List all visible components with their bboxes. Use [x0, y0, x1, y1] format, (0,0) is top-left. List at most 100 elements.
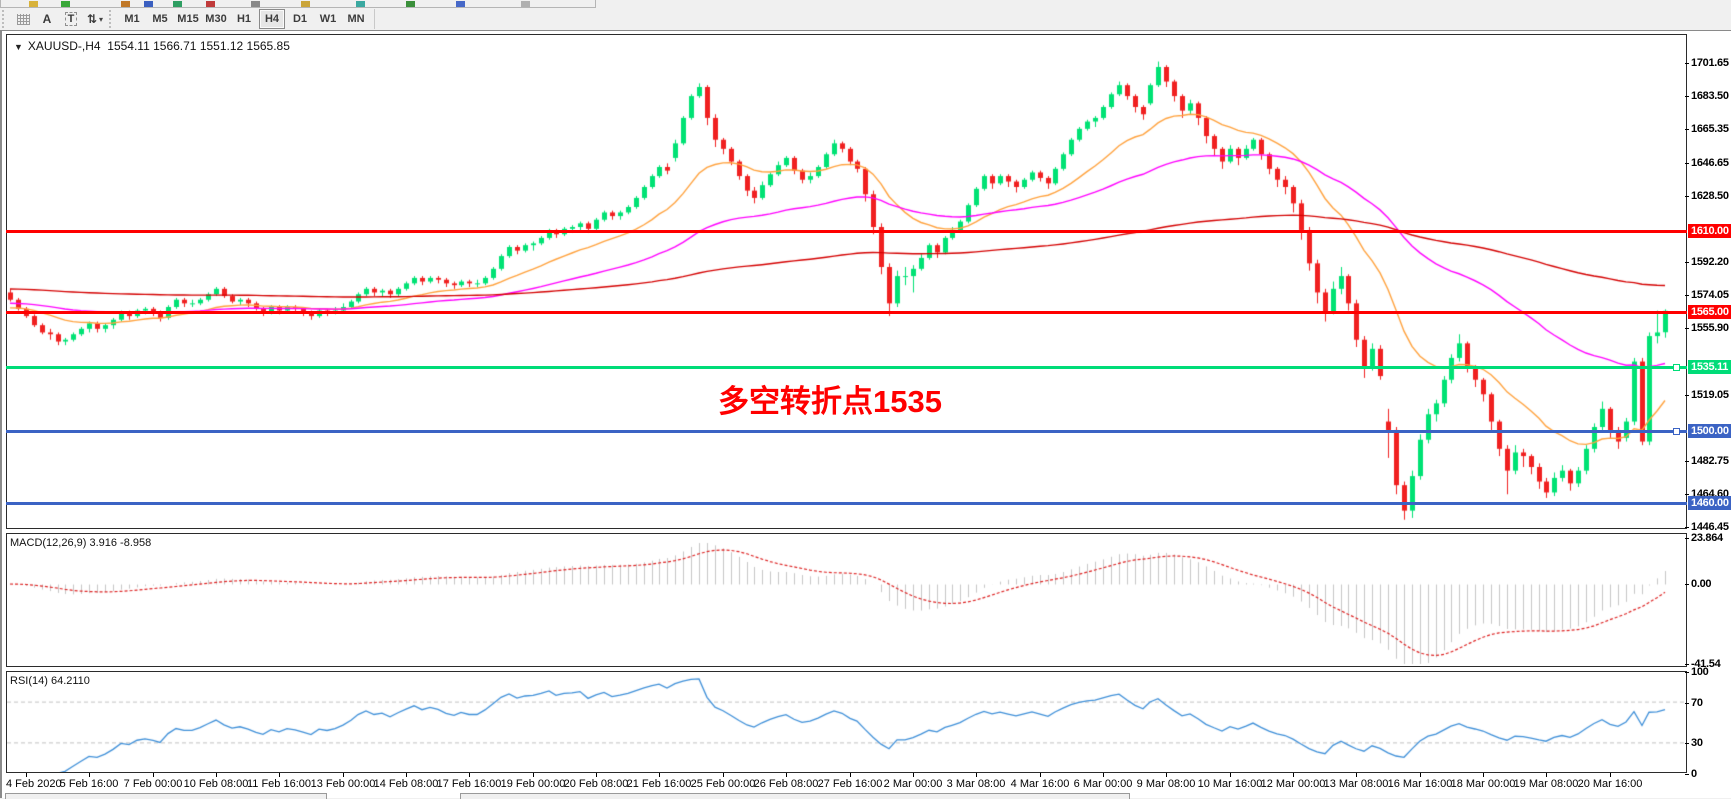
rsi-axis-tick: 100 [1685, 666, 1709, 678]
timeframe-button-w1[interactable]: W1 [319, 13, 337, 25]
toolbar-icon-fragment [251, 1, 260, 7]
time-axis-label: 18 Mar 00:00 [1450, 778, 1516, 790]
macd-canvas[interactable] [7, 534, 1686, 666]
toolbar-icon-fragment [406, 1, 415, 7]
time-axis-label: 20 Mar 16:00 [1577, 778, 1643, 790]
time-axis-label: 9 Mar 08:00 [1136, 778, 1196, 790]
time-axis-label: 12 Mar 00:00 [1260, 778, 1326, 790]
time-axis-tick [1293, 773, 1294, 777]
price-axis-tick: 1555.90 [1685, 322, 1729, 334]
timeframe-button-group: M1 M5 M15 M30 H1 H4 D1 W1 MN [118, 9, 370, 29]
text-a-icon: A [42, 12, 52, 26]
time-axis-label: 16 Mar 16:00 [1387, 778, 1453, 790]
time-axis-tick [279, 773, 280, 777]
line-drag-handle[interactable] [1673, 363, 1680, 371]
timeframe-button-m15[interactable]: M15 [177, 13, 199, 25]
time-axis-tick [1610, 773, 1611, 777]
bottom-tab[interactable] [460, 793, 1130, 799]
time-axis-label: 3 Mar 08:00 [946, 778, 1006, 790]
price-axis-tick: 1665.35 [1685, 123, 1729, 135]
time-axis-tick [913, 773, 914, 777]
drawing-and-timeframe-toolbar: A T ⇅ ▾ M1 M5 M15 M30 H1 H4 D1 W1 MN [0, 8, 1731, 30]
chart-symbol-period: XAUUSD-,H4 [27, 39, 101, 53]
timeframe-button-h1[interactable]: H1 [236, 13, 252, 25]
time-axis-label: 19 Mar 08:00 [1513, 778, 1579, 790]
timeframe-button-m30[interactable]: M30 [205, 13, 227, 25]
chart-text-annotation[interactable]: 多空转折点1535 [718, 384, 942, 419]
price-axis-tick: 1446.45 [1685, 521, 1729, 533]
rsi-canvas[interactable] [7, 672, 1686, 772]
price-axis-tick: 1628.50 [1685, 190, 1729, 202]
grid-icon [16, 13, 30, 25]
time-axis-tick [786, 773, 787, 777]
price-axis-tick: 1646.65 [1685, 157, 1729, 169]
price-axis-tick: 1519.05 [1685, 389, 1729, 401]
text-box-tool-button[interactable]: T [59, 9, 83, 29]
time-axis-tick [406, 773, 407, 777]
horizontal-line-1500.00[interactable] [6, 429, 1687, 433]
time-axis-tick [723, 773, 724, 777]
horizontal-line-1460.00[interactable] [6, 502, 1687, 506]
horizontal-line-1535.11[interactable] [6, 365, 1687, 369]
time-axis-tick [1040, 773, 1041, 777]
macd-indicator-label: MACD(12,26,9) 3.916 -8.958 [10, 537, 152, 549]
rsi-panel [6, 671, 1687, 773]
time-axis-label: 4 Feb 2020 [6, 778, 62, 790]
time-axis-tick [89, 773, 90, 777]
chart-ohlc-values: 1554.11 1566.71 1551.12 1565.85 [107, 39, 290, 53]
arrows-tool-button[interactable]: ⇅ ▾ [83, 9, 107, 29]
time-axis-label: 4 Mar 16:00 [1010, 778, 1070, 790]
price-chart-canvas[interactable] [7, 35, 1686, 528]
timeframe-button-d1[interactable]: D1 [292, 13, 308, 25]
time-axis-tick [596, 773, 597, 777]
time-axis-tick [343, 773, 344, 777]
price-line-label-1565.00: 1565.00 [1688, 305, 1731, 320]
toolbar-icon-fragment [61, 1, 70, 7]
time-axis-label: 10 Feb 08:00 [183, 778, 249, 790]
line-drag-handle[interactable] [1673, 427, 1680, 435]
time-axis-label: 7 Feb 00:00 [123, 778, 183, 790]
time-axis-label: 10 Mar 16:00 [1197, 778, 1263, 790]
chevron-down-icon: ▾ [99, 14, 104, 24]
toolbar-grip[interactable] [109, 10, 116, 28]
grid-tool-button[interactable] [11, 9, 35, 29]
timeframe-button-h4[interactable]: H4 [259, 9, 285, 29]
text-label-tool-button[interactable]: A [35, 9, 59, 29]
price-line-label-1610.00: 1610.00 [1688, 223, 1731, 238]
price-axis-tick: 1574.05 [1685, 289, 1729, 301]
toolbar-grip[interactable] [2, 10, 9, 28]
rsi-axis-tick: 30 [1685, 737, 1703, 749]
price-axis-tick: 1482.75 [1685, 455, 1729, 467]
macd-axis-tick: 23.864 [1685, 532, 1723, 544]
price-line-label-1460.00: 1460.00 [1688, 496, 1731, 511]
time-axis-tick [26, 773, 27, 777]
timeframe-button-mn[interactable]: MN [347, 13, 365, 25]
arrows-icon: ⇅ [86, 12, 98, 26]
time-axis-tick [1356, 773, 1357, 777]
time-axis-label: 13 Mar 08:00 [1323, 778, 1389, 790]
rsi-axis-tick: 0 [1685, 768, 1697, 780]
text-t-icon: T [64, 12, 78, 26]
toolbar-icon-fragment [173, 1, 182, 7]
chart-title: ▼ XAUUSD-,H4 1554.11 1566.71 1551.12 1565… [14, 39, 290, 53]
price-line-label-1535.11: 1535.11 [1688, 359, 1731, 374]
symbol-dropdown-icon[interactable]: ▼ [14, 42, 23, 52]
toolbar-icon-fragment [121, 1, 130, 7]
time-axis-tick [1230, 773, 1231, 777]
time-axis-tick [1483, 773, 1484, 777]
time-axis-label: 25 Feb 00:00 [690, 778, 756, 790]
time-axis-label: 27 Feb 16:00 [817, 778, 883, 790]
horizontal-line-1610.00[interactable] [6, 229, 1687, 233]
price-chart-panel [6, 34, 1687, 529]
macd-axis-tick: 0.00 [1685, 578, 1712, 590]
chart-window: ▼ XAUUSD-,H4 1554.11 1566.71 1551.12 1565… [0, 30, 1731, 799]
price-line-label-1500.00: 1500.00 [1688, 423, 1731, 438]
timeframe-button-m5[interactable]: M5 [152, 13, 168, 25]
horizontal-line-1565.00[interactable] [6, 311, 1687, 315]
bottom-tab[interactable] [5, 793, 327, 799]
time-axis-label: 17 Feb 16:00 [436, 778, 502, 790]
top-toolbar-strip [0, 0, 596, 8]
toolbar-icon-fragment [456, 1, 465, 7]
timeframe-button-m1[interactable]: M1 [124, 13, 140, 25]
price-axis-tick: 1701.65 [1685, 57, 1729, 69]
